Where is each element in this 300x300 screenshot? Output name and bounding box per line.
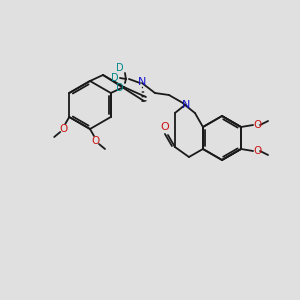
- Text: O: O: [160, 122, 169, 132]
- Text: O: O: [253, 146, 261, 156]
- Text: O: O: [59, 124, 67, 134]
- Text: D: D: [116, 63, 124, 73]
- Text: D: D: [111, 73, 119, 83]
- Text: N: N: [182, 100, 190, 110]
- Text: O: O: [253, 120, 261, 130]
- Text: D: D: [116, 83, 124, 93]
- Text: O: O: [92, 136, 100, 146]
- Text: N: N: [138, 77, 146, 87]
